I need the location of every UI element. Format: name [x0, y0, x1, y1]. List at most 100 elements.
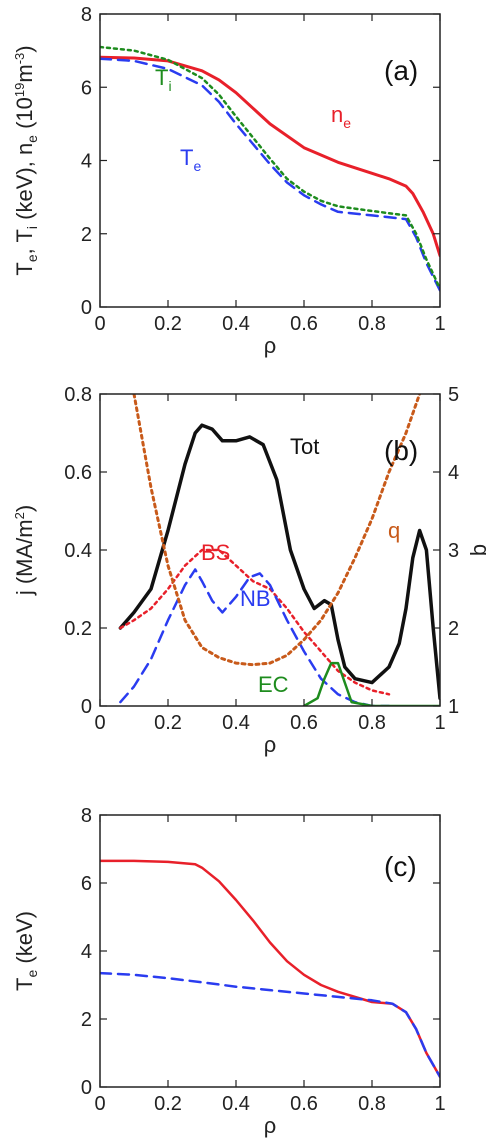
y-tick-label: 4 — [81, 941, 92, 963]
series-line-q — [132, 394, 422, 667]
y-axis-label: j (MA/m2) — [12, 505, 37, 596]
x-tick-label: 0.8 — [358, 313, 386, 335]
y-axis-label-part: T — [12, 262, 37, 275]
series-label-sub: i — [168, 78, 171, 94]
y-axis-label-part: T — [12, 978, 37, 991]
y-axis-label-part: e — [24, 254, 40, 262]
y-tick-label: 0.4 — [64, 540, 92, 562]
y-axis-label-part: i — [24, 226, 40, 229]
y-axis-label-part: j (MA/m — [12, 519, 37, 596]
x-tick-label: 0.6 — [290, 313, 318, 335]
series-line-t-i — [100, 45, 440, 290]
y-tick-label: 8 — [81, 4, 92, 26]
series-line-ec — [302, 661, 440, 706]
y-axis-label-part: (10 — [12, 97, 37, 135]
x-tick-label: 0.8 — [358, 712, 386, 734]
x-tick-label: 0.2 — [154, 712, 182, 734]
series-label-sub: e — [343, 115, 351, 131]
series-label-main: T — [180, 145, 193, 170]
series-group — [100, 45, 440, 292]
series-label-n-e: ne — [331, 102, 351, 131]
y-tick-label-right: 5 — [448, 384, 459, 406]
y-tick-label-right: 2 — [448, 618, 459, 640]
x-tick-label: 0.6 — [290, 712, 318, 734]
y-axis-label-right: b — [466, 544, 491, 556]
x-axis-label: ρ — [264, 732, 277, 757]
series-label-main: Tot — [290, 434, 319, 459]
y-axis-label-part: 19 — [12, 83, 27, 97]
y-axis-label: Te (keV) — [12, 911, 40, 991]
x-tick-label: 0.4 — [222, 712, 250, 734]
series-label-t-e: Te — [180, 145, 201, 174]
series-line-tot — [118, 423, 440, 700]
y-tick-label-right: 1 — [448, 696, 459, 718]
y-tick-label-right: 3 — [448, 540, 459, 562]
x-tick-label: 1 — [434, 313, 445, 335]
y-axis-label-part: m — [12, 64, 37, 82]
y-tick-label: 4 — [81, 151, 92, 173]
series-line-curve-1 — [100, 859, 440, 1079]
series-label-main: NB — [240, 586, 271, 611]
x-tick-label: 0.6 — [290, 1093, 318, 1115]
chart-panel-b: 0 0.2 0.4 0.6 0.8 1 0 0.2 0.4 0.6 0.8 1 2 3 4 5 b ρ j (MA/… — [12, 384, 491, 757]
y-tick-label: 2 — [81, 224, 92, 246]
y-tick-label: 0.6 — [64, 462, 92, 484]
series-group — [100, 859, 440, 1079]
series-line-n-e — [100, 55, 440, 258]
series-label-sub: e — [193, 158, 201, 174]
series-label-q: q — [388, 518, 400, 543]
y-tick-label: 0.8 — [64, 384, 92, 406]
panel-tag: (c) — [384, 851, 417, 882]
x-tick-label: 0.8 — [358, 1093, 386, 1115]
x-tick-label: 1 — [434, 1093, 445, 1115]
y-tick-label: 0 — [81, 696, 92, 718]
y-axis-label-part: , T — [12, 229, 37, 254]
y-axis-label-part: ) — [12, 505, 37, 512]
chart-panel-c: 0 0.2 0.4 0.6 0.8 1 0 2 4 6 8 ρ Te (keV) (c) — [12, 805, 446, 1138]
series-group — [118, 394, 440, 706]
y-tick-label: 6 — [81, 77, 92, 99]
y-axis-label-part: -3 — [12, 53, 27, 65]
series-label-bs: BS — [201, 540, 230, 565]
series-label-main: BS — [201, 540, 230, 565]
y-tick-label: 8 — [81, 805, 92, 827]
y-tick-label: 0 — [81, 297, 92, 319]
y-tick-label: 0.2 — [64, 618, 92, 640]
y-tick-label: 6 — [81, 873, 92, 895]
y-tick-label: 0 — [81, 1077, 92, 1099]
y-axis-label: Te, Ti (keV), ne (1019m-3) — [12, 45, 40, 275]
series-line-nb — [119, 568, 391, 706]
y-axis-label-part: e — [24, 135, 40, 143]
series-label-main: T — [155, 65, 168, 90]
x-tick-label: 0 — [94, 313, 105, 335]
series-line-t-e — [100, 57, 440, 292]
x-tick-label: 0 — [94, 712, 105, 734]
y-axis-label-part: 2 — [12, 512, 27, 519]
series-label-nb: NB — [240, 586, 271, 611]
x-tick-label: 0.2 — [154, 1093, 182, 1115]
series-label-main: q — [388, 518, 400, 543]
x-tick-label: 0 — [94, 1093, 105, 1115]
series-line-curve-2 — [100, 971, 440, 1079]
y-axis-label-part: (keV) — [12, 911, 37, 970]
series-label-ec: EC — [258, 672, 289, 697]
series-label-main: EC — [258, 672, 289, 697]
series-label-tot: Tot — [290, 434, 319, 459]
y-axis-label-part: (keV), n — [12, 143, 37, 226]
series-label-t-i: Ti — [155, 65, 172, 94]
x-tick-label: 0.4 — [222, 1093, 250, 1115]
series-label-main: n — [331, 102, 343, 127]
x-tick-label: 1 — [434, 712, 445, 734]
x-axis-label: ρ — [264, 1113, 277, 1138]
y-tick-label: 2 — [81, 1009, 92, 1031]
x-tick-label: 0.2 — [154, 313, 182, 335]
panel-tag: (a) — [384, 55, 418, 86]
y-axis-label-part: e — [24, 970, 40, 978]
series-line-bs — [119, 548, 391, 696]
x-tick-label: 0.4 — [222, 313, 250, 335]
y-axis-label-part: ) — [12, 45, 37, 52]
x-axis-label: ρ — [264, 333, 277, 358]
y-tick-label-right: 4 — [448, 462, 459, 484]
